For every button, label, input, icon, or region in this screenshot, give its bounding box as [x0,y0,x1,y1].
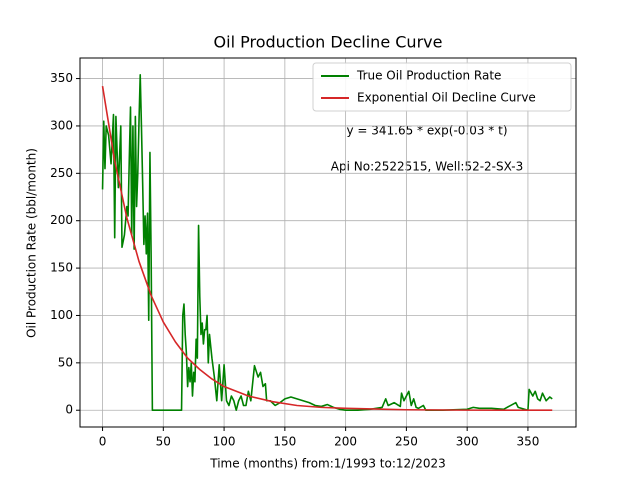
legend-label: Exponential Oil Decline Curve [357,91,536,105]
x-axis-label: Time (months) from:1/1993 to:12/2023 [209,457,446,471]
x-tick-label: 150 [273,435,296,449]
y-tick-label: 200 [50,213,73,227]
y-tick-label: 100 [50,308,73,322]
series-line [101,73,553,412]
y-tick-label: 300 [50,118,73,132]
annotation: Api No:2522515, Well:52-2-SX-3 [331,160,523,174]
y-tick-label: 250 [50,166,73,180]
x-tick-label: 100 [213,435,236,449]
x-tick-label: 350 [516,435,539,449]
y-tick-label: 0 [65,403,73,417]
legend-box [312,62,572,112]
y-tick-label: 350 [50,71,73,85]
x-tick-label: 250 [395,435,418,449]
chart-title: Oil Production Decline Curve [214,33,443,52]
x-tick-label: 50 [156,435,171,449]
series-line [101,86,553,412]
plot-frame [79,57,577,428]
legend-label: True Oil Production Rate [356,69,501,83]
x-tick-label: 0 [99,435,107,449]
y-tick-label: 150 [50,261,73,275]
y-axis-label: Oil Production Rate (bbl/month) [25,148,39,338]
x-tick-label: 200 [334,435,357,449]
y-tick-label: 50 [58,355,73,369]
x-tick-label: 300 [456,435,479,449]
